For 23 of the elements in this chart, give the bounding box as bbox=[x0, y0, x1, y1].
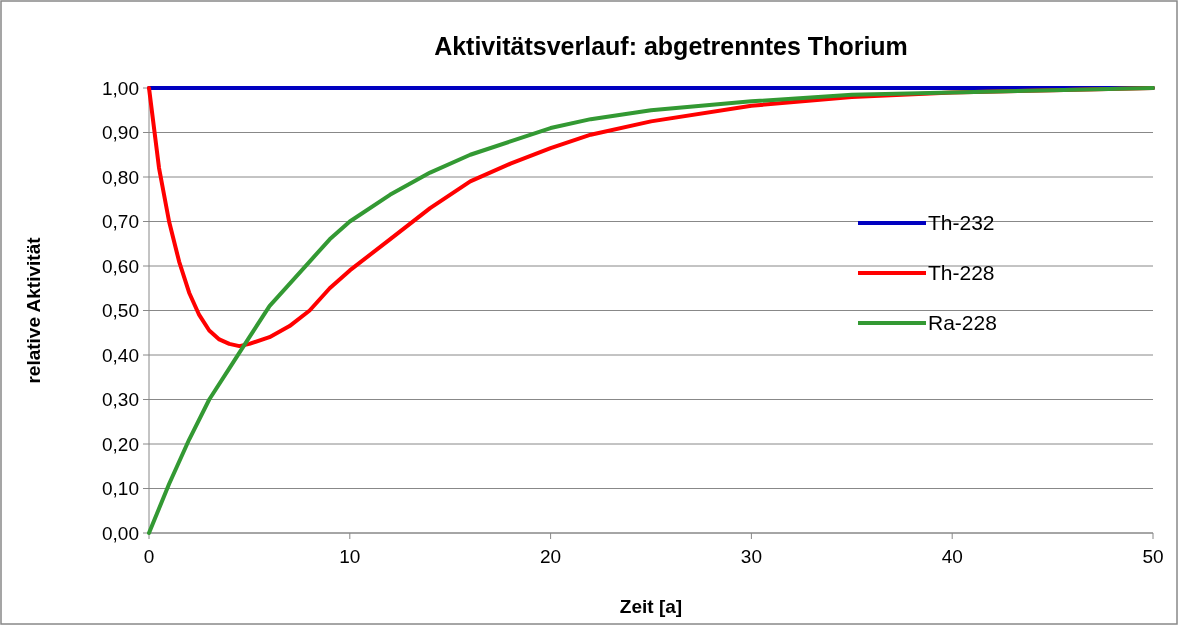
chart-title: Aktivitätsverlauf: abgetrenntes Thorium bbox=[434, 32, 908, 60]
legend-label: Ra-228 bbox=[928, 311, 997, 335]
y-tick-label: 0,60 bbox=[102, 255, 139, 277]
y-tick-label: 1,00 bbox=[102, 77, 139, 99]
y-tick-label: 0,90 bbox=[102, 122, 139, 144]
y-tick-label: 0,10 bbox=[102, 478, 139, 500]
y-tick-label: 0,20 bbox=[102, 433, 139, 455]
x-tick-label: 40 bbox=[941, 546, 963, 567]
y-tick-label: 0,40 bbox=[102, 344, 139, 366]
y-tick-label: 0,80 bbox=[102, 166, 139, 188]
y-tick-label: 0,50 bbox=[102, 300, 139, 322]
y-tick-label: 0,00 bbox=[102, 522, 139, 544]
legend-label: Th-232 bbox=[928, 211, 995, 235]
y-tick-label: 0,70 bbox=[102, 211, 139, 233]
legend-label: Th-228 bbox=[928, 261, 995, 285]
x-tick-label: 20 bbox=[540, 546, 562, 567]
x-axis-title: Zeit [a] bbox=[619, 596, 683, 617]
x-tick-label: 0 bbox=[143, 546, 155, 567]
x-tick-label: 50 bbox=[1142, 546, 1164, 567]
y-axis-title: relative Aktivität bbox=[23, 236, 44, 384]
x-tick-label: 10 bbox=[339, 546, 361, 567]
x-tick-label: 30 bbox=[740, 546, 762, 567]
y-tick-label: 0,30 bbox=[102, 389, 139, 411]
